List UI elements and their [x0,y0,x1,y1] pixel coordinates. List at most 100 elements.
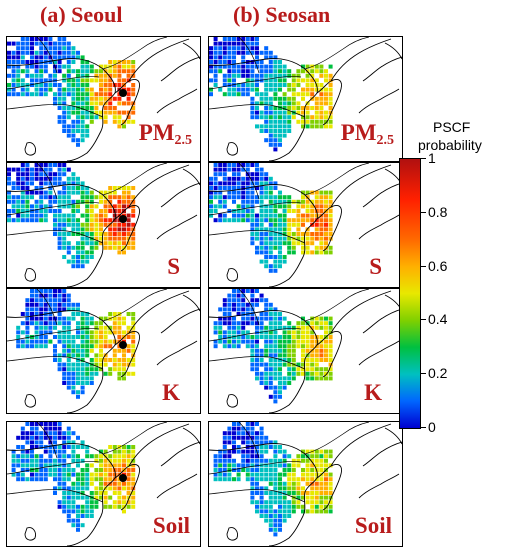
pscf-cell [273,532,278,537]
pscf-cell [264,367,269,372]
pscf-cell [268,87,273,92]
pscf-cell [30,468,34,472]
pscf-cell [250,348,255,353]
pscf-cell [319,509,324,514]
pscf-cell [314,486,319,491]
receptor-site-marker [119,474,127,482]
pscf-cell [62,218,67,223]
pscf-cell [39,181,44,186]
pscf-cell [71,204,76,209]
pscf-cell [305,362,310,367]
pscf-cell [62,339,67,344]
pscf-cell [80,390,85,395]
pscf-cell [282,495,287,500]
coastline [209,58,318,161]
pscf-cell [255,431,259,436]
pscf-cell [71,101,76,106]
pscf-cell [71,445,76,449]
pscf-cell [108,195,113,200]
pscf-cell [43,41,48,46]
pscf-cell [268,394,273,399]
pscf-cell [99,232,103,236]
pscf-cell [71,259,76,264]
pscf-cell [324,504,328,509]
pscf-cell [324,367,328,372]
pscf-cell [20,330,25,335]
pscf-cell [62,163,67,167]
pscf-cell [39,339,44,344]
pscf-cell [85,218,90,223]
pscf-cell [94,500,99,505]
pscf-cell [291,232,296,236]
pscf-cell [264,344,269,349]
pscf-cell [94,325,99,330]
pscf-cell [273,454,278,459]
pscf-cell [30,449,34,454]
pscf-cell [259,232,264,236]
pscf-cell [94,195,99,200]
pscf-cell [268,358,273,362]
pscf-cell [89,255,94,259]
pscf-cell [222,321,227,326]
pscf-cell [287,381,292,385]
pscf-cell [328,472,333,477]
pscf-cell [296,227,301,232]
pscf-cell [227,330,232,335]
pscf-cell [112,222,117,227]
pscf-cell [76,312,80,316]
pscf-cell [39,445,44,449]
pscf-cell [282,353,287,358]
colorbar-tick-label: 0.4 [428,311,448,328]
pscf-cell [57,302,62,307]
pscf-cell [250,312,255,316]
coastline [7,310,116,413]
pscf-cell [282,106,287,110]
pscf-cell [319,69,324,74]
pscf-cell [255,87,259,92]
pscf-cell [48,298,53,303]
pscf-cell [62,316,67,321]
pscf-cell [94,495,99,500]
pscf-cell [30,302,34,307]
pscf-cell [264,64,269,69]
pscf-cell [222,50,227,55]
pscf-cell [11,195,16,200]
pscf-cell [255,213,259,218]
pscf-cell [305,115,310,120]
border-line [209,356,306,370]
pscf-cell [236,422,241,426]
pscf-cell [282,255,287,259]
pscf-cell [11,472,16,477]
pscf-cell [76,477,80,482]
pscf-cell [291,472,296,477]
pscf-cell [20,167,25,172]
pscf-cell [232,449,236,454]
pscf-cell [213,163,218,167]
pscf-cell [222,344,227,349]
pscf-cell [324,204,328,209]
border-line [7,76,100,90]
pscf-cell [89,316,94,321]
pscf-cell [213,186,218,190]
pscf-cell [53,55,57,60]
pscf-cell [287,222,292,227]
pscf-cell [241,176,246,181]
pscf-cell [268,339,273,344]
pscf-cell [126,96,131,101]
pscf-cell [213,458,218,463]
pscf-cell [80,133,85,138]
pscf-cell [273,307,278,312]
pscf-cell [126,458,131,463]
pscf-cell [324,495,328,500]
pscf-cell [241,330,246,335]
pscf-cell [85,381,90,385]
pscf-cell [250,115,255,120]
pscf-cell [314,353,319,358]
pscf-cell [282,330,287,335]
pscf-cell [250,60,255,64]
pscf-cell [291,241,296,246]
pscf-cell [319,195,324,200]
pscf-cell [80,115,85,120]
pscf-cell [112,316,117,321]
pscf-cell [66,509,71,514]
